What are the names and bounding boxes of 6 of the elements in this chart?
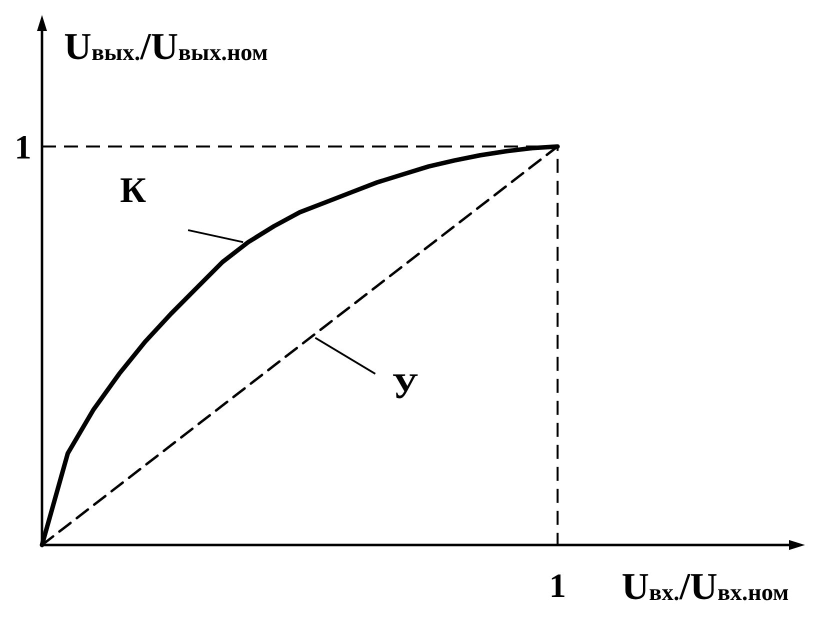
y-axis-title: Uвых./Uвых.ном bbox=[64, 26, 268, 68]
x-axis-title: Uвх./Uвх.ном bbox=[622, 566, 789, 608]
text: К bbox=[120, 170, 146, 210]
text: 1 bbox=[549, 568, 566, 605]
text: У bbox=[392, 366, 418, 406]
text: 1 bbox=[14, 130, 32, 166]
